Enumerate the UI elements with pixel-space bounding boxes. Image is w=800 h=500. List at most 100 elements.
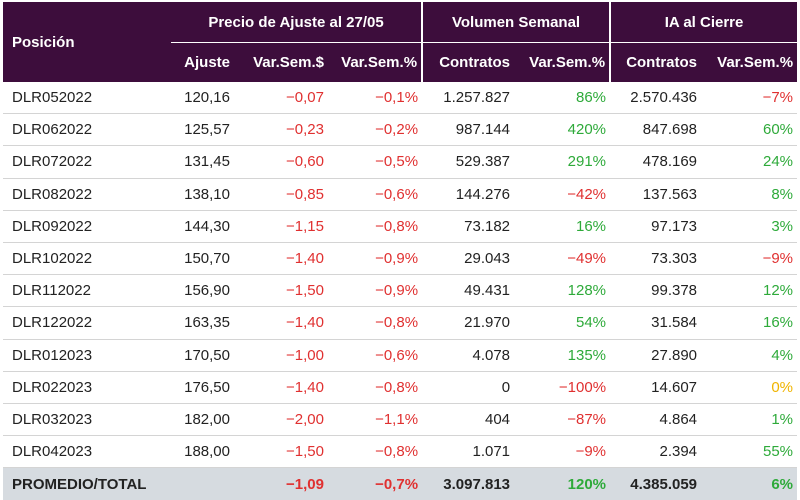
cell-contratos-vol: 1.257.827 [422, 82, 515, 115]
cell-var-pct: −0,7% [328, 467, 423, 500]
header-posicion: Posición [3, 2, 171, 82]
cell-posicion: DLR112022 [3, 274, 171, 308]
table-row: DLR062022 125,57 −0,23 −0,2% 987.144 420% 847.… [3, 113, 798, 147]
table-row: DLR052022 120,16 −0,07 −0,1% 1.257.827 86% 2.5… [3, 82, 798, 115]
table-row: DLR012023 170,50 −1,00 −0,6% 4.078 135% 27.890… [3, 339, 798, 372]
cell-var-vol: 291% [514, 145, 611, 179]
cell-var-vol: 86% [514, 82, 611, 115]
total-row: PROMEDIO/TOTAL −1,09 −0,7% 3.097.813 120% 4.3… [3, 467, 798, 500]
cell-posicion: DLR122022 [3, 306, 171, 340]
cell-contratos-ia: 27.890 [610, 339, 702, 372]
cell-var-pct: −0,2% [328, 113, 423, 147]
cell-var-ia: 12% [701, 274, 798, 308]
table-row: DLR102022 150,70 −1,40 −0,9% 29.043 −49% 73.30… [3, 242, 798, 276]
cell-ajuste: 188,00 [171, 435, 234, 469]
cell-ajuste: 120,16 [171, 82, 234, 115]
cell-contratos-vol: 73.182 [422, 210, 515, 243]
table-row: DLR122022 163,35 −1,40 −0,8% 21.970 54% 31.584… [3, 306, 798, 340]
cell-var-ia: 6% [701, 467, 798, 500]
cell-var-pesos: −0,23 [234, 113, 328, 147]
cell-posicion: DLR022023 [3, 371, 171, 404]
cell-var-ia: 8% [701, 178, 798, 211]
cell-var-pct: −0,5% [328, 145, 423, 179]
cell-contratos-ia: 14.607 [610, 371, 702, 404]
cell-contratos-vol: 404 [422, 403, 515, 437]
cell-contratos-ia: 2.570.436 [610, 82, 702, 115]
table-row: DLR092022 144,30 −1,15 −0,8% 73.182 16% 97.173… [3, 210, 798, 243]
cell-var-vol: −49% [514, 242, 611, 276]
cell-var-vol: −100% [514, 371, 611, 404]
cell-contratos-ia: 137.563 [610, 178, 702, 211]
table-row: DLR112022 156,90 −1,50 −0,9% 49.431 128% 99.37… [3, 274, 798, 308]
cell-var-pesos: −1,40 [234, 371, 328, 404]
cell-var-pct: −0,8% [328, 210, 423, 243]
cell-var-vol: −9% [514, 435, 611, 469]
cell-var-ia: 0% [701, 371, 798, 404]
cell-posicion: DLR092022 [3, 210, 171, 243]
cell-var-ia: 24% [701, 145, 798, 179]
cell-contratos-vol: 49.431 [422, 274, 515, 308]
cell-contratos-vol: 3.097.813 [422, 467, 515, 500]
cell-var-pct: −1,1% [328, 403, 423, 437]
cell-var-ia: 4% [701, 339, 798, 372]
cell-contratos-vol: 987.144 [422, 113, 515, 147]
header-group-precio: Precio de Ajuste al 27/05 [171, 2, 423, 43]
cell-contratos-vol: 144.276 [422, 178, 515, 211]
cell-var-pesos: −1,40 [234, 306, 328, 340]
cell-var-ia: −9% [701, 242, 798, 276]
cell-posicion: DLR052022 [3, 82, 171, 115]
cell-var-vol: 135% [514, 339, 611, 372]
cell-contratos-vol: 29.043 [422, 242, 515, 276]
table-row: DLR042023 188,00 −1,50 −0,8% 1.071 −9% 2.394 55… [3, 435, 798, 469]
cell-var-vol: 420% [514, 113, 611, 147]
cell-var-vol: 120% [514, 467, 611, 500]
cell-ajuste: 125,57 [171, 113, 234, 147]
cell-contratos-ia: 2.394 [610, 435, 702, 469]
cell-posicion: PROMEDIO/TOTAL [3, 467, 171, 500]
header-var-pesos: Var.Sem.$ [234, 42, 328, 82]
header-var-vol: Var.Sem.% [514, 42, 611, 82]
cell-var-ia: 60% [701, 113, 798, 147]
header-ajuste: Ajuste [171, 42, 234, 82]
cell-contratos-ia: 478.169 [610, 145, 702, 179]
cell-contratos-ia: 847.698 [610, 113, 702, 147]
cell-var-pct: −0,1% [328, 82, 423, 115]
cell-var-pesos: −0,85 [234, 178, 328, 211]
cell-ajuste: 150,70 [171, 242, 234, 276]
cell-contratos-vol: 21.970 [422, 306, 515, 340]
cell-ajuste: 131,45 [171, 145, 234, 179]
cell-contratos-ia: 97.173 [610, 210, 702, 243]
cell-var-pesos: −1,40 [234, 242, 328, 276]
cell-contratos-vol: 0 [422, 371, 515, 404]
cell-var-ia: 55% [701, 435, 798, 469]
cell-ajuste [171, 467, 234, 500]
cell-ajuste: 182,00 [171, 403, 234, 437]
cell-posicion: DLR032023 [3, 403, 171, 437]
cell-var-pesos: −1,15 [234, 210, 328, 243]
cell-var-pct: −0,9% [328, 274, 423, 308]
cell-var-ia: 1% [701, 403, 798, 437]
table-row: DLR032023 182,00 −2,00 −1,1% 404 −87% 4.864 1% [3, 403, 798, 437]
cell-ajuste: 176,50 [171, 371, 234, 404]
header-var-ia: Var.Sem.% [701, 42, 798, 82]
cell-posicion: DLR082022 [3, 178, 171, 211]
cell-var-vol: 16% [514, 210, 611, 243]
cell-var-vol: −87% [514, 403, 611, 437]
cell-var-vol: −42% [514, 178, 611, 211]
cell-contratos-ia: 4.864 [610, 403, 702, 437]
cell-contratos-ia: 31.584 [610, 306, 702, 340]
cell-contratos-vol: 1.071 [422, 435, 515, 469]
table-row: DLR082022 138,10 −0,85 −0,6% 144.276 −42% 137.… [3, 178, 798, 211]
table-row: DLR072022 131,45 −0,60 −0,5% 529.387 291% 478.… [3, 145, 798, 179]
cell-ajuste: 156,90 [171, 274, 234, 308]
header-contratos-ia: Contratos [609, 42, 702, 82]
cell-var-ia: −7% [701, 82, 798, 115]
cell-var-ia: 16% [701, 306, 798, 340]
table-body: DLR052022 120,16 −0,07 −0,1% 1.257.827 86% 2.5… [3, 82, 798, 500]
cell-var-pct: −0,9% [328, 242, 423, 276]
cell-posicion: DLR012023 [3, 339, 171, 372]
cell-contratos-ia: 4.385.059 [610, 467, 702, 500]
cell-var-pct: −0,8% [328, 306, 423, 340]
cell-contratos-vol: 529.387 [422, 145, 515, 179]
cell-var-pct: −0,8% [328, 435, 423, 469]
